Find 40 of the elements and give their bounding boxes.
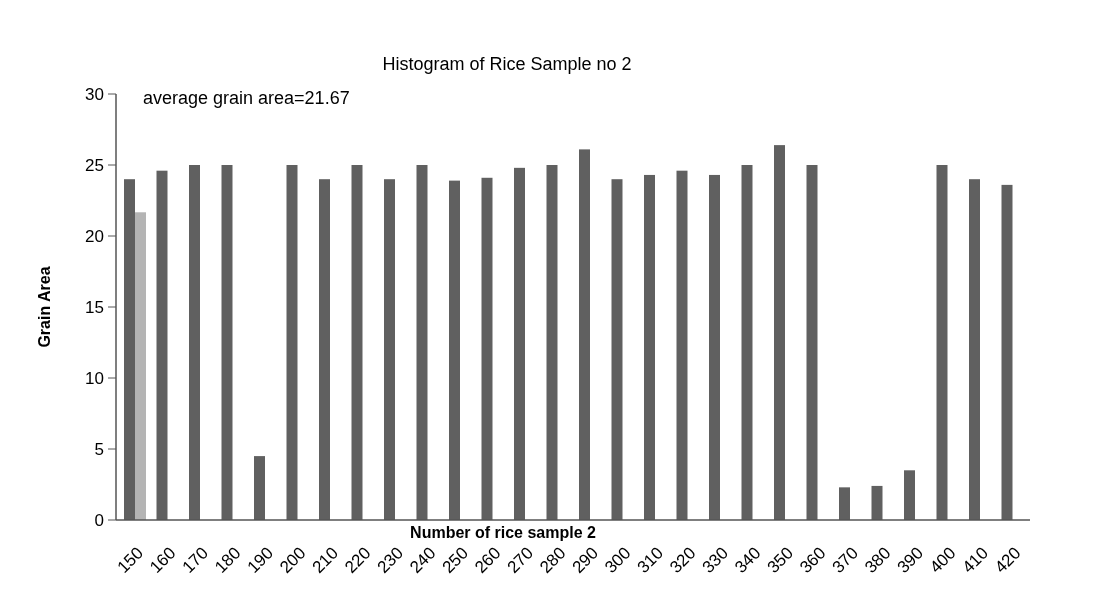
x-tick-label: 240 — [406, 543, 440, 577]
x-tick-label: 290 — [568, 543, 603, 577]
x-tick-label: 210 — [308, 543, 343, 577]
x-tick-label: 200 — [276, 543, 310, 577]
x-tick-label: 380 — [861, 543, 895, 577]
x-tick-label: 410 — [958, 543, 993, 577]
x-tick-label: 170 — [178, 543, 213, 577]
x-tick-label: 320 — [666, 543, 700, 577]
x-tick-label: 180 — [211, 543, 245, 577]
annotation: average grain area=21.67 — [143, 88, 350, 108]
x-tick-label: 310 — [633, 543, 668, 577]
bar — [135, 212, 146, 520]
y-tick-label: 30 — [85, 84, 104, 104]
y-tick-label: 0 — [94, 510, 104, 530]
x-tick-label: 150 — [113, 543, 148, 577]
y-tick-label: 10 — [85, 368, 104, 388]
x-tick-label: 350 — [763, 543, 798, 577]
x-tick-label: 340 — [731, 543, 765, 577]
x-tick-label: 270 — [503, 543, 538, 577]
x-tick-label: 260 — [471, 543, 505, 577]
chart-title: Histogram of Rice Sample no 2 — [382, 54, 632, 74]
x-tick-label: 230 — [373, 543, 408, 577]
x-axis-title: Number of rice sample 2 — [410, 524, 597, 541]
x-tick-label: 370 — [828, 543, 863, 577]
y-tick-label: 20 — [85, 226, 104, 246]
x-tick-label: 190 — [243, 543, 278, 577]
x-tick-label: 330 — [698, 543, 733, 577]
x-tick-label: 360 — [796, 543, 830, 577]
x-tick-label: 280 — [536, 543, 570, 577]
x-tick-label: 390 — [893, 543, 928, 577]
y-tick-label: 5 — [94, 439, 104, 459]
x-tick-label: 420 — [991, 543, 1025, 577]
x-tick-label: 250 — [438, 543, 473, 577]
y-tick-label: 25 — [85, 155, 104, 175]
y-tick-label: 15 — [85, 297, 104, 317]
x-tick-label: 400 — [926, 543, 960, 577]
x-tick-label: 300 — [601, 543, 635, 577]
x-tick-label: 220 — [341, 543, 375, 577]
y-axis-title: Grain Area — [36, 266, 53, 348]
x-tick-label: 160 — [146, 543, 180, 577]
